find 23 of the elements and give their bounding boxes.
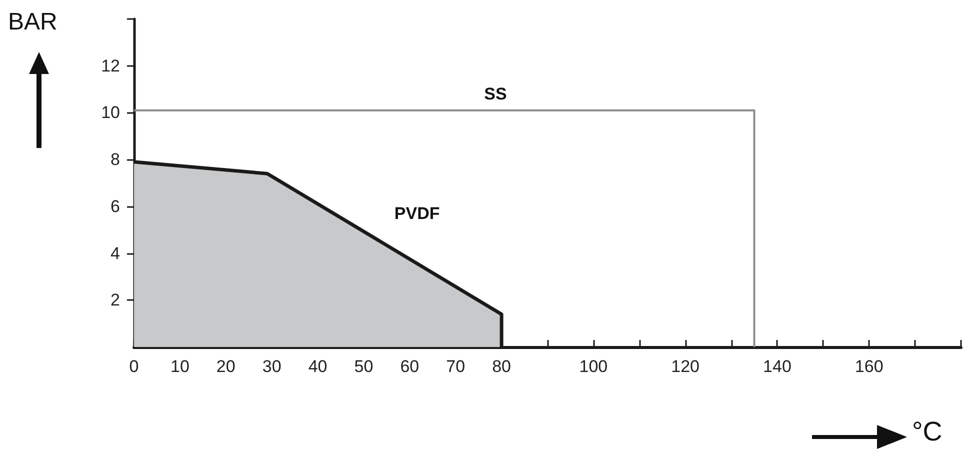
- x-axis-title: °C: [912, 416, 942, 446]
- y-tick-label: 4: [110, 244, 120, 263]
- x-tick-label: 40: [308, 357, 328, 376]
- x-tick-label: 30: [262, 357, 282, 376]
- y-tick-label: 12: [101, 56, 120, 76]
- x-tick-label: 50: [354, 357, 374, 376]
- series-label: SS: [484, 84, 507, 104]
- x-tick-label: 10: [170, 357, 190, 376]
- x-tick-label: 80: [492, 357, 512, 376]
- y-tick-label: 2: [110, 290, 120, 310]
- y-tick-label: 10: [101, 103, 120, 122]
- series-label: PVDF: [394, 204, 440, 223]
- x-tick-label: 160: [854, 357, 884, 376]
- x-tick-label: 120: [671, 357, 700, 376]
- x-tick-label: 0: [129, 357, 139, 376]
- x-tick-label: 70: [446, 357, 466, 376]
- x-tick-label: 100: [579, 357, 608, 376]
- x-tick-label: 20: [216, 357, 236, 376]
- y-tick-label: 6: [110, 196, 120, 216]
- y-tick-label: 8: [110, 150, 120, 170]
- x-tick-label: 60: [400, 357, 420, 376]
- x-tick-label: 140: [763, 357, 792, 376]
- y-axis-title: BAR: [8, 8, 58, 36]
